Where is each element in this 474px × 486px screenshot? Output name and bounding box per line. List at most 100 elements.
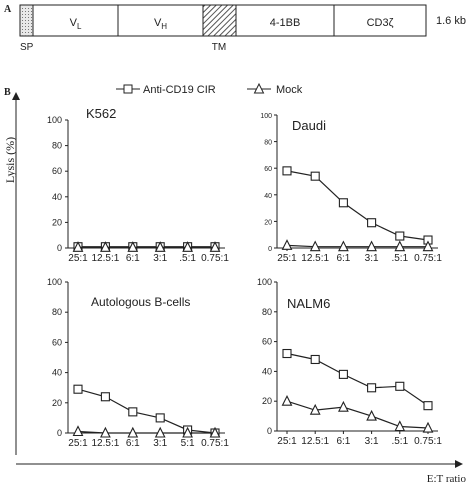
sp-dot: [22, 26, 23, 27]
sp-dot: [31, 17, 32, 18]
sp-dot: [25, 26, 26, 27]
y-tick-label: 60: [264, 166, 272, 173]
data-point-triangle: [72, 241, 84, 252]
construct-segment-label-2: VH: [154, 17, 167, 31]
sp-dot: [28, 14, 29, 15]
y-tick-label: 80: [52, 141, 62, 151]
sp-dot: [22, 20, 23, 21]
data-point-triangle: [209, 241, 221, 252]
y-tick-label: 40: [262, 366, 272, 376]
sp-dot: [25, 23, 26, 24]
data-point-triangle: [394, 420, 406, 432]
data-point-square: [100, 392, 110, 402]
y-tick-label: 60: [52, 337, 62, 347]
series-line-square: [77, 388, 216, 434]
panel-b-label: B: [4, 87, 11, 98]
x-tick-label: 3:1: [365, 436, 379, 447]
sp-dot: [22, 23, 23, 24]
sp-dot: [25, 35, 26, 36]
sp-dot: [22, 32, 23, 33]
sp-dot: [31, 11, 32, 12]
data-point-triangle: [394, 240, 406, 252]
legend-marker-triangle: [253, 82, 265, 94]
x-tick-label: 6:1: [126, 438, 140, 449]
data-point-triangle: [366, 240, 377, 252]
y-tick-label: 20: [52, 217, 62, 227]
sp-dot: [28, 17, 29, 18]
data-point-square: [73, 384, 83, 394]
x-tick-label: 12.5:1: [301, 253, 329, 264]
y-tick-label: 100: [257, 277, 272, 287]
x-tick-label: 12.5:1: [91, 253, 119, 264]
y-tick-label: 80: [264, 140, 272, 147]
data-point-square: [310, 171, 320, 181]
legend-label-mock: Mock: [276, 84, 303, 96]
series-line-triangle: [286, 400, 429, 429]
data-point-triangle: [182, 426, 193, 438]
x-tick-label: 0.75:1: [414, 253, 442, 264]
construct-segment-label-5: CD3ζ: [367, 17, 394, 29]
data-point-triangle: [182, 241, 193, 252]
y-tick-label: 40: [52, 368, 62, 378]
y-tick-label: 20: [264, 219, 272, 226]
data-point-triangle: [338, 400, 349, 412]
x-tick-label: 3:1: [153, 438, 167, 449]
subplot-3: 0 20 40 60 80 100 25:1 12.5:1 6:1 3:1 .5:1 0.75:1 NA…: [257, 277, 442, 447]
x-tick-label: 25:1: [68, 253, 88, 264]
subplot-title: K562: [86, 106, 116, 121]
y-tick-label: 40: [52, 192, 62, 202]
sp-dot: [28, 35, 29, 36]
sp-dot: [22, 29, 23, 30]
construct-segment-5: [333, 4, 427, 37]
data-point-square: [310, 354, 320, 365]
sp-dot: [31, 14, 32, 15]
x-tick-label: .5:1: [391, 436, 408, 447]
data-point-square: [338, 369, 348, 379]
x-axis-title: E:T ratio: [427, 473, 467, 485]
x-tick-label: .5:1: [391, 253, 408, 264]
series-line-square: [286, 352, 429, 407]
y-tick-label: 20: [52, 398, 62, 408]
construct-segment-1: [32, 4, 119, 37]
sp-dot: [28, 26, 29, 27]
data-point-square: [367, 383, 377, 393]
sp-dot: [28, 23, 29, 24]
data-point-triangle: [72, 425, 84, 437]
y-tick-label: 0: [268, 246, 272, 253]
x-tick-label: 5:1: [181, 438, 195, 449]
construct-segment-2: [117, 4, 204, 37]
x-tick-label: 0.75:1: [414, 436, 442, 447]
y-tick-label: 0: [57, 243, 62, 253]
construct-segment-label-4: 4-1BB: [270, 17, 301, 29]
sp-label: SP: [20, 42, 34, 53]
data-point-triangle: [100, 241, 111, 252]
x-tick-label: 25:1: [68, 438, 88, 449]
x-tick-label: 6:1: [336, 253, 350, 264]
data-point-triangle: [209, 426, 221, 438]
sp-dot: [31, 20, 32, 21]
data-point-triangle: [309, 240, 321, 252]
x-tick-label: 25:1: [277, 436, 297, 447]
sp-dot: [25, 11, 26, 12]
sp-dot: [25, 17, 26, 18]
x-tick-label: 0.75:1: [201, 438, 229, 449]
sp-dot: [31, 26, 32, 27]
y-tick-label: 0: [267, 426, 272, 436]
sp-dot: [25, 14, 26, 15]
construct-segment-3: [202, 4, 237, 37]
data-point-triangle: [100, 426, 111, 438]
data-point-square: [423, 401, 433, 411]
subplot-title: Daudi: [292, 118, 326, 133]
data-point-triangle: [281, 394, 293, 406]
data-point-square: [395, 231, 405, 241]
panel-a-label: A: [4, 4, 12, 15]
y-tick-label: 40: [264, 193, 272, 200]
sp-dot: [22, 11, 23, 12]
x-tick-label: 6:1: [336, 436, 350, 447]
y-tick-label: 60: [52, 166, 62, 176]
sp-dot: [31, 35, 32, 36]
legend-marker-square: [123, 84, 133, 94]
sp-dot: [31, 29, 32, 30]
subplot-1: 0 20 40 60 80 100 25:1 12.5:1 6:1 3:1 .5:1 0.75:1 Da…: [260, 113, 442, 264]
